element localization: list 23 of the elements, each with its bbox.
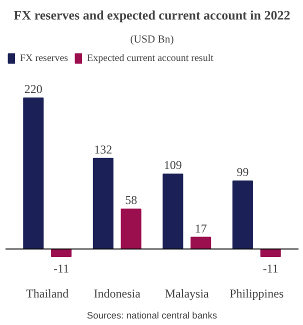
bar bbox=[92, 158, 114, 250]
bar bbox=[120, 208, 142, 250]
bar bbox=[23, 98, 44, 250]
bar bbox=[232, 180, 253, 250]
bar bbox=[190, 236, 212, 250]
data-label: 99 bbox=[236, 165, 249, 180]
data-label: 58 bbox=[125, 193, 138, 208]
data-label: 132 bbox=[94, 142, 112, 156]
data-label: -11 bbox=[54, 261, 70, 276]
chart-subtitle: (USD Bn) bbox=[130, 34, 174, 46]
data-label: -11 bbox=[262, 261, 278, 276]
data-label: 220 bbox=[24, 82, 42, 96]
bar bbox=[162, 174, 184, 250]
x-tick-label: Malaysia bbox=[164, 286, 210, 300]
x-tick-label: Indonesia bbox=[94, 286, 142, 300]
x-tick-label: Philippines bbox=[230, 286, 284, 300]
x-tick-label: Thailand bbox=[26, 286, 69, 300]
legend-label: Expected current account result bbox=[87, 52, 214, 64]
chart-title: FX reserves and expected current account in 2022 bbox=[14, 8, 290, 22]
source-note: Sources: national central banks bbox=[86, 310, 218, 320]
legend-label: FX reserves bbox=[20, 52, 68, 64]
data-label: 109 bbox=[164, 158, 182, 172]
data-label: 17 bbox=[194, 221, 207, 236]
